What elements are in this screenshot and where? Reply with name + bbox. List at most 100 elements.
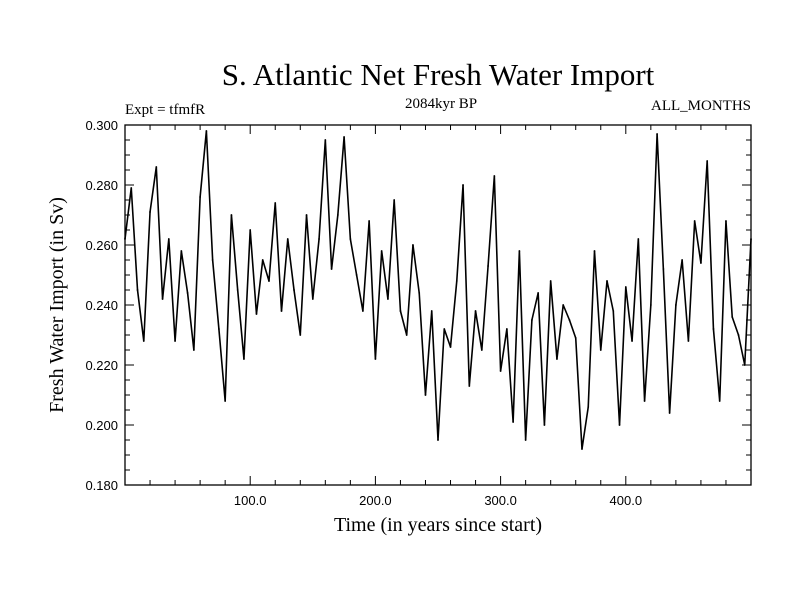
data-point — [218, 328, 220, 330]
data-point — [349, 238, 352, 240]
data-point — [186, 292, 189, 294]
subtitle-right: ALL_MONTHS — [651, 98, 751, 114]
y-tick-label: 0.240 — [85, 298, 118, 313]
data-point — [543, 424, 546, 426]
axis-ticks — [125, 125, 751, 485]
y-tick-label: 0.280 — [85, 178, 118, 193]
data-point — [274, 202, 277, 204]
data-point — [549, 280, 552, 282]
data-point — [336, 214, 339, 216]
data-point — [224, 400, 227, 402]
data-point — [499, 370, 502, 372]
data-point — [380, 250, 383, 252]
data-point — [606, 280, 608, 282]
data-point — [443, 328, 446, 330]
data-point — [243, 358, 245, 360]
data-point — [656, 133, 658, 135]
data-point — [330, 268, 333, 270]
data-point — [531, 319, 533, 321]
data-point — [712, 328, 715, 330]
data-point — [480, 349, 483, 351]
data-point — [343, 136, 345, 138]
data-point — [305, 214, 308, 216]
data-point — [249, 229, 252, 231]
data-point — [493, 175, 496, 177]
data-point — [412, 244, 414, 246]
data-point — [293, 289, 295, 291]
x-tick-labels: 100.0 200.0 300.0 400.0 — [234, 493, 642, 508]
data-point — [637, 238, 640, 240]
data-point — [399, 310, 402, 312]
data-point — [324, 139, 327, 141]
plot-frame — [124, 124, 752, 486]
data-point — [405, 334, 408, 336]
data-point — [725, 220, 727, 222]
data-point — [180, 250, 183, 252]
data-point — [574, 337, 577, 339]
data-point — [537, 292, 540, 294]
data-point — [449, 346, 452, 348]
data-point — [230, 214, 233, 216]
data-point — [211, 259, 214, 261]
data-point — [556, 358, 558, 360]
data-point — [149, 211, 151, 213]
y-tick-label: 0.220 — [85, 358, 118, 373]
x-tick-label: 300.0 — [484, 493, 517, 508]
data-point — [718, 400, 721, 402]
data-point — [731, 316, 734, 318]
x-tick-label: 400.0 — [610, 493, 643, 508]
data-point — [706, 160, 709, 162]
data-point — [387, 298, 389, 300]
data-point — [437, 439, 439, 441]
data-point — [518, 250, 521, 252]
data-point — [161, 298, 164, 300]
data-point — [618, 424, 621, 426]
data-point — [142, 340, 145, 342]
x-tick-label: 100.0 — [234, 493, 267, 508]
data-point — [280, 310, 283, 312]
chart-title: S. Atlantic Net Fresh Water Import — [222, 57, 655, 92]
y-axis-label: Fresh Water Import (in Sv) — [46, 197, 68, 413]
y-tick-label: 0.260 — [85, 238, 118, 253]
y-tick-label: 0.200 — [85, 418, 118, 433]
data-point — [455, 280, 458, 282]
data-point — [462, 184, 464, 186]
data-point — [568, 319, 571, 321]
data-point — [624, 286, 627, 288]
data-point — [393, 199, 396, 201]
data-point — [299, 334, 302, 336]
x-tick-label: 200.0 — [359, 493, 392, 508]
data-point — [512, 421, 515, 423]
subtitle-center: 2084kyr BP — [405, 96, 477, 112]
y-tick-label: 0.300 — [85, 118, 118, 133]
data-point — [668, 412, 671, 414]
data-point — [693, 220, 696, 222]
data-point — [236, 289, 239, 291]
data-point — [593, 250, 596, 252]
data-point — [424, 394, 427, 396]
data-point — [474, 310, 477, 312]
data-point — [361, 310, 364, 312]
data-point — [268, 280, 270, 282]
data-point — [599, 349, 602, 351]
data-point — [581, 448, 583, 450]
data-point — [687, 340, 690, 342]
data-point — [286, 238, 289, 240]
data-point — [374, 358, 377, 360]
data-point — [505, 328, 508, 330]
data-point — [662, 268, 665, 270]
data-point — [612, 310, 615, 312]
data-point — [205, 130, 208, 132]
y-tick-labels: 0.180 0.200 0.220 0.240 0.260 0.280 0.300 — [85, 118, 118, 493]
data-point — [631, 340, 633, 342]
x-axis-label: Time (in years since start) — [334, 514, 542, 536]
data-point — [649, 304, 652, 306]
data-point — [167, 238, 170, 240]
data-point — [643, 400, 646, 402]
data-point — [418, 292, 421, 294]
data-point — [318, 238, 320, 240]
data-point — [674, 304, 677, 306]
subtitle-left: Expt = tfmfR — [125, 102, 205, 118]
series-line — [124, 130, 752, 450]
